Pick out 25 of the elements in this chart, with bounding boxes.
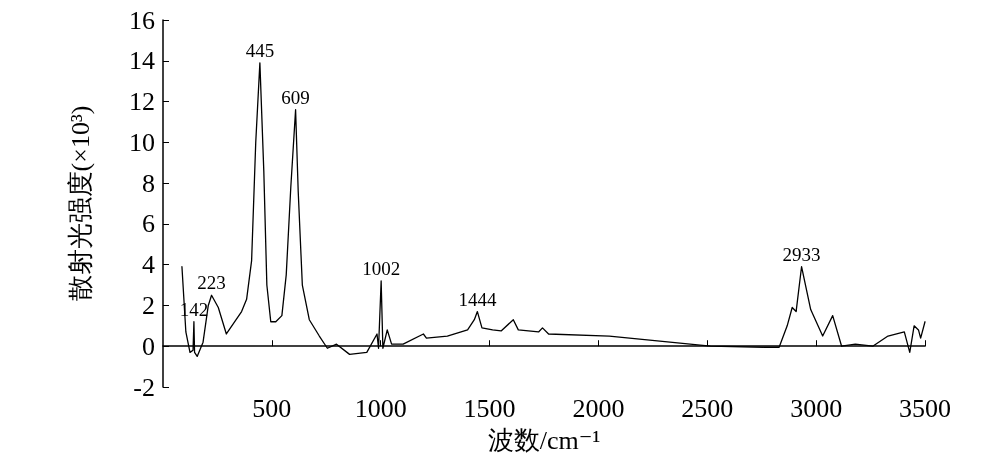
y-tick-label: 16: [129, 5, 155, 35]
x-tick-label: 3500: [899, 393, 951, 423]
x-axis-title: 波数/cm⁻¹: [487, 425, 601, 455]
y-tick-label: 14: [129, 46, 155, 76]
y-tick-label: 2: [142, 290, 155, 320]
y-tick-label: 10: [129, 127, 155, 157]
x-tick-label: 2000: [572, 393, 625, 423]
y-tick-label: 6: [142, 209, 155, 239]
x-tick-label: 1000: [354, 393, 407, 423]
y-tick-label: 4: [142, 250, 155, 280]
y-tick-label: 0: [142, 331, 155, 361]
y-axis-title: 散射光强度(×10³): [65, 105, 95, 302]
y-tick-label: 8: [142, 168, 155, 198]
annotation: 445: [245, 39, 275, 61]
x-tick-label: 1500: [463, 393, 516, 423]
annotation: 223: [197, 272, 226, 294]
annotation: 1002: [362, 257, 401, 279]
y-tick-label: 12: [129, 87, 155, 117]
x-tick-label: 3000: [790, 393, 843, 423]
annotation: 1444: [458, 288, 497, 310]
annotation: 609: [281, 86, 310, 108]
annotation: 2933: [782, 243, 821, 265]
x-tick-label: 500: [252, 393, 292, 423]
x-tick-label: 2500: [681, 393, 734, 423]
y-tick-label: -2: [133, 372, 155, 402]
